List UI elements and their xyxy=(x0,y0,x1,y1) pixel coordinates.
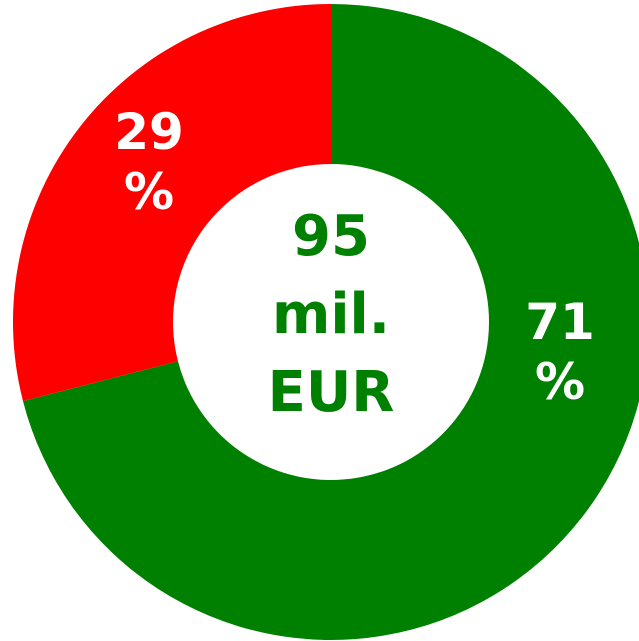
donut-slice xyxy=(22,4,639,640)
donut-slice xyxy=(13,4,332,402)
center-label: 95 mil. EUR xyxy=(268,204,395,425)
value-label: 29% xyxy=(114,103,184,221)
value-label: 71% xyxy=(525,293,595,411)
slices xyxy=(13,4,639,640)
